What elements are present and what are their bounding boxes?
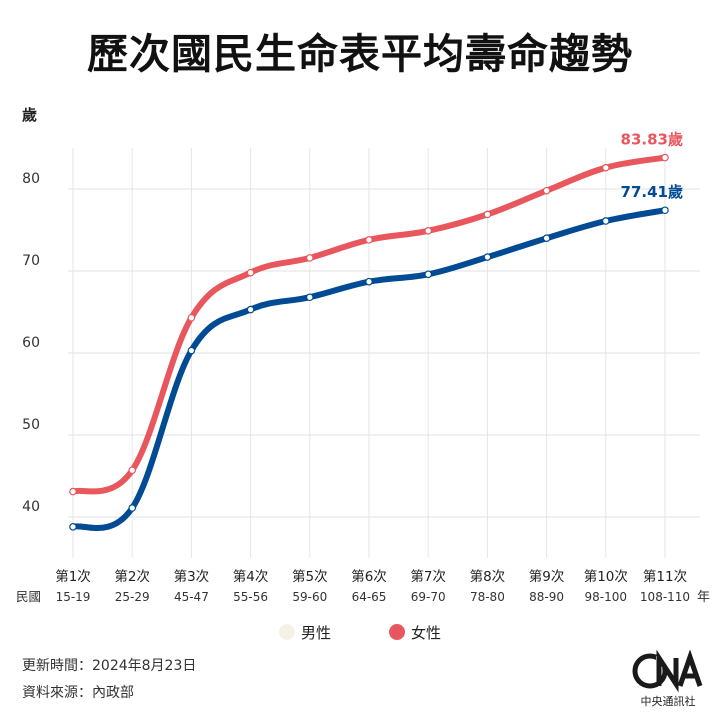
- x-period-label: 78-80: [470, 590, 505, 604]
- data-point: [601, 217, 610, 225]
- updated-time: 更新時間：2024年8月23日: [22, 658, 197, 674]
- x-period-label: 88-90: [529, 590, 564, 604]
- end-value-label: 83.83歲: [621, 131, 683, 149]
- data-point: [424, 270, 433, 279]
- y-tick-label: 40: [22, 499, 40, 515]
- data-point: [246, 268, 255, 277]
- y-tick-label: 80: [22, 171, 40, 187]
- cna-logo-text: 中央通訊社: [640, 695, 696, 708]
- x-period-label: 69-70: [411, 590, 446, 604]
- x-tick-label: 第9次: [529, 568, 565, 585]
- y-tick-label: 70: [22, 253, 40, 269]
- data-point: [305, 293, 314, 302]
- x-tick-label: 第10次: [584, 568, 628, 585]
- end-value-label: 77.41歲: [621, 183, 683, 201]
- data-point: [246, 305, 255, 314]
- row-label: 民國: [16, 589, 41, 604]
- data-point: [542, 186, 551, 195]
- chart-title: 歷次國民生命表平均壽命趨勢: [87, 30, 633, 78]
- x-period-label: 108-110: [640, 590, 690, 604]
- data-point: [187, 346, 196, 355]
- x-period-label: 15-19: [56, 590, 91, 604]
- y-tick-label: 60: [22, 335, 40, 351]
- data-point: [187, 313, 196, 322]
- data-point: [69, 523, 77, 531]
- data-point: [365, 277, 373, 286]
- x-tick-label: 第4次: [233, 568, 269, 585]
- x-tick-label: 第8次: [470, 568, 506, 585]
- legend-label: 男性: [301, 624, 331, 642]
- x-tick-label: 第6次: [351, 568, 387, 585]
- series-line-male: [70, 207, 668, 532]
- data-point: [69, 487, 77, 496]
- y-axis-label: 歲: [22, 106, 37, 124]
- series-line-female: [70, 154, 668, 495]
- x-tick-label: 第7次: [410, 568, 446, 585]
- x-tick-label: 第5次: [292, 568, 328, 585]
- legend-swatch: [389, 624, 405, 640]
- legend-label: 女性: [411, 624, 441, 642]
- x-period-label: 55-56: [233, 590, 268, 604]
- x-period-label: 25-29: [115, 590, 150, 604]
- data-point: [661, 206, 669, 215]
- cna-logo-icon: [632, 649, 703, 693]
- data-point: [661, 153, 669, 162]
- x-tick-label: 第1次: [55, 568, 91, 585]
- legend-swatch: [279, 624, 295, 640]
- x-tick-label: 第11次: [643, 568, 687, 585]
- x-period-label: 59-60: [292, 590, 327, 604]
- cna-logo: 中央通訊社: [626, 649, 710, 712]
- x-axis-unit-label: 年: [697, 590, 710, 605]
- data-point: [601, 163, 610, 172]
- data-point: [483, 253, 492, 261]
- x-tick-label: 第2次: [114, 568, 150, 585]
- x-period-label: 64-65: [352, 590, 387, 604]
- data-point: [128, 504, 137, 512]
- y-tick-label: 50: [22, 417, 40, 433]
- x-period-label: 45-47: [174, 590, 209, 604]
- data-point: [542, 234, 551, 243]
- data-point: [483, 210, 492, 219]
- data-point: [365, 236, 373, 244]
- x-tick-label: 第3次: [174, 568, 210, 585]
- data-source: 資料來源：內政部: [22, 685, 134, 701]
- data-point: [305, 254, 314, 262]
- data-point: [424, 227, 433, 235]
- x-period-label: 98-100: [585, 590, 628, 604]
- data-point: [128, 466, 137, 475]
